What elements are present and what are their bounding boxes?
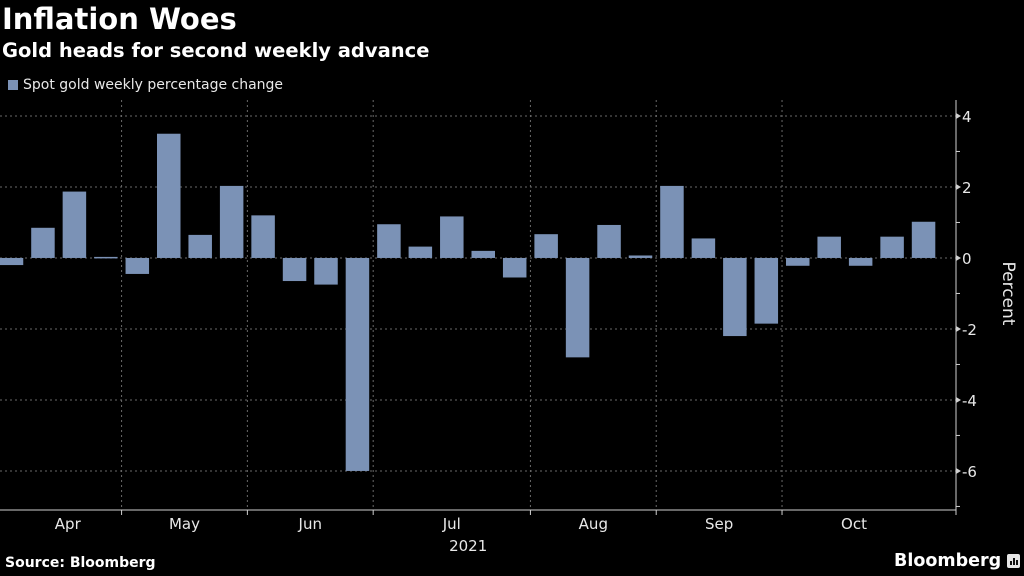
x-month-label: Sep — [705, 515, 733, 533]
bar — [408, 246, 433, 258]
x-month-label: Jun — [298, 515, 322, 533]
y-tick-mark — [956, 325, 961, 332]
bar — [251, 215, 275, 258]
bar — [565, 257, 590, 358]
bar — [597, 224, 621, 258]
bar — [440, 216, 464, 258]
bar — [660, 185, 684, 258]
bar — [848, 257, 873, 266]
y-axis-title: Percent — [998, 261, 1018, 325]
y-tick-label: -4 — [962, 392, 977, 410]
bar-layer — [0, 133, 936, 471]
bloomberg-logo: Bloomberg — [894, 551, 1021, 571]
bar — [125, 257, 150, 274]
grid-layer — [0, 100, 956, 510]
bloomberg-chart-bubble-icon — [1007, 554, 1021, 568]
bar — [94, 256, 118, 259]
y-tick-mark — [956, 467, 961, 474]
bar — [628, 255, 653, 258]
y-tick-label: 2 — [962, 179, 972, 197]
y-tick-mark — [956, 396, 961, 403]
bar — [157, 133, 181, 258]
bar — [691, 238, 716, 258]
bar — [314, 257, 338, 285]
brand-text: Bloomberg — [894, 551, 1002, 571]
y-tick-label: 4 — [962, 108, 972, 126]
y-tick-mark — [956, 183, 961, 190]
axis-layer: 4 2 0 -2 -4 -6 Apr May Jun Jul Aug Sep Oct — [0, 100, 977, 533]
bar — [219, 185, 244, 258]
bar — [723, 257, 747, 337]
y-tick-label: -2 — [962, 321, 977, 339]
chart-title: Inflation Woes — [2, 2, 237, 36]
bar — [911, 221, 936, 258]
x-month-label: Aug — [579, 515, 608, 533]
legend-swatch — [8, 80, 18, 90]
bar — [534, 234, 558, 258]
y-tick-label: 0 — [962, 250, 972, 268]
x-month-label: Apr — [55, 515, 82, 533]
bar — [471, 250, 495, 258]
bar — [754, 257, 779, 324]
y-tick-mark — [956, 254, 961, 261]
bar — [0, 257, 24, 266]
legend-label: Spot gold weekly percentage change — [23, 77, 284, 93]
x-axis-year-label: 2021 — [449, 537, 487, 555]
y-tick-label: -6 — [962, 463, 977, 481]
bar — [377, 224, 401, 258]
bar — [282, 257, 307, 282]
x-month-label: Oct — [841, 515, 867, 533]
bar — [188, 234, 212, 258]
source-note: Source: Bloomberg — [5, 555, 156, 571]
bar — [817, 236, 841, 258]
bar — [502, 257, 527, 278]
x-month-label: May — [169, 515, 200, 533]
chart-subtitle: Gold heads for second weekly advance — [2, 39, 430, 62]
bar — [880, 236, 904, 258]
bar — [786, 257, 810, 266]
x-month-label: Jul — [442, 515, 461, 533]
bar — [345, 257, 370, 471]
legend: Spot gold weekly percentage change — [8, 77, 283, 93]
bar — [31, 227, 55, 258]
bar — [62, 191, 87, 258]
y-tick-mark — [956, 112, 961, 119]
